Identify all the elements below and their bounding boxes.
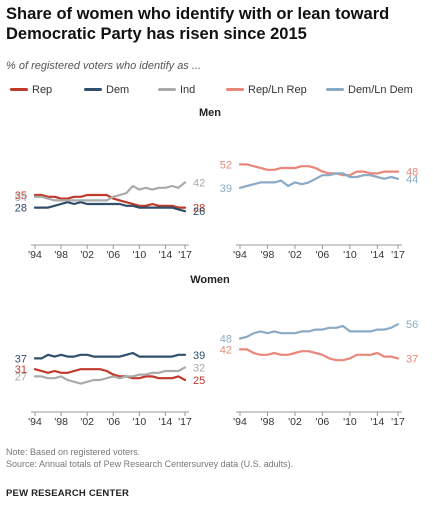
- legend-swatch-dem-lean: [326, 87, 344, 91]
- series-line-rep: [33, 368, 187, 382]
- chart-title: Share of women who identify with or lean…: [6, 5, 390, 43]
- series-line-ind: [33, 366, 187, 385]
- brand-label: PEW RESEARCH CENTER: [6, 488, 130, 499]
- end-label-dem-ln-dem: 44: [406, 174, 418, 186]
- legend-item-ind: Ind: [158, 84, 195, 96]
- chart-panel-women-party: Women '94 '98 '02 '06 '10 '14 '17 37 39 31 25 27 32: [15, 274, 230, 428]
- legend-label-dem-lean: Dem/Ln Dem: [348, 84, 413, 96]
- panel-title-men: Men: [199, 107, 221, 119]
- series-line-rep: [33, 193, 187, 209]
- end-label-rep-ln-rep: 37: [406, 353, 418, 365]
- start-label-dem-ln-dem: 39: [220, 183, 232, 195]
- legend-label-dem: Dem: [106, 84, 130, 96]
- end-label-rep-ln-rep: 48: [406, 167, 418, 179]
- legend-label-ind: Ind: [180, 84, 196, 96]
- x-tick-label: '06: [106, 416, 120, 428]
- x-tick-label: '17: [391, 249, 405, 261]
- x-tick-label: '06: [106, 249, 120, 261]
- chart-panel-women-lean: '94 '98 '02 '06 '10 '14 '17 48 56 42 37: [220, 319, 419, 428]
- chart-panel-men-lean: '94 '98 '02 '06 '10 '14 '17 52 48 39 44: [220, 159, 419, 261]
- legend-item-dem-lean: Dem/Ln Dem: [326, 84, 413, 96]
- footer-source: Source: Annual totals of Pew Research Ce…: [6, 459, 294, 469]
- x-tick-label: '02: [288, 416, 302, 428]
- series-line-rep-ln-rep: [238, 163, 400, 177]
- x-tick-label: '98: [261, 249, 275, 261]
- legend-item-dem: Dem: [84, 84, 129, 96]
- x-tick-label: '10: [133, 249, 147, 261]
- end-label-dem-ln-dem: 56: [406, 319, 418, 331]
- x-tick-label: '94: [28, 416, 42, 428]
- x-tick-label: '02: [80, 249, 94, 261]
- x-tick-label: '06: [316, 416, 330, 428]
- x-tick-label: '17: [391, 416, 405, 428]
- series-line-dem: [33, 201, 187, 213]
- end-label-ind: 42: [193, 177, 205, 189]
- start-label-rep: 31: [15, 364, 27, 376]
- legend-swatch-rep-lean: [226, 87, 244, 91]
- x-tick-label: '98: [54, 249, 68, 261]
- footer-note: Note: Based on registered voters.: [6, 447, 141, 457]
- x-tick-label: '14: [159, 249, 173, 261]
- x-tick-label: '14: [371, 416, 385, 428]
- x-tick-label: '10: [343, 416, 357, 428]
- end-label-rep: 28: [193, 203, 205, 215]
- start-label-ind: 34: [15, 192, 27, 204]
- legend-label-rep-lean: Rep/Ln Rep: [248, 84, 307, 96]
- legend-swatch-rep: [10, 87, 28, 91]
- x-tick-label: '94: [233, 249, 247, 261]
- series-line-dem-ln-dem: [238, 323, 400, 340]
- x-tick-label: '10: [343, 249, 357, 261]
- x-tick-label: '17: [178, 416, 192, 428]
- legend-item-rep: Rep: [10, 84, 52, 96]
- x-tick-label: '14: [371, 249, 385, 261]
- series-line-rep-ln-rep: [238, 348, 400, 362]
- x-tick-label: '94: [28, 249, 42, 261]
- start-label-rep-ln-rep: 42: [220, 344, 232, 356]
- x-tick-label: '02: [80, 416, 94, 428]
- x-tick-label: '94: [233, 416, 247, 428]
- legend-swatch-dem: [84, 87, 102, 91]
- x-tick-label: '98: [261, 416, 275, 428]
- x-tick-label: '02: [288, 249, 302, 261]
- series-line-ind: [33, 181, 187, 202]
- panel-title-women: Women: [190, 274, 230, 286]
- series-line-dem-ln-dem: [238, 172, 400, 189]
- x-tick-label: '06: [316, 249, 330, 261]
- x-tick-label: '98: [54, 416, 68, 428]
- chart-subtitle: % of registered voters who identify as .…: [6, 60, 202, 72]
- end-label-ind: 32: [193, 362, 205, 374]
- start-label-dem: 37: [15, 353, 27, 365]
- series-line-dem: [33, 351, 187, 360]
- start-label-dem-ln-dem: 48: [220, 334, 232, 346]
- start-label-ind: 27: [15, 371, 27, 383]
- legend-item-rep-lean: Rep/Ln Rep: [226, 84, 307, 96]
- legend-swatch-ind: [158, 87, 176, 91]
- x-tick-label: '10: [133, 416, 147, 428]
- legend-label-rep: Rep: [32, 84, 53, 96]
- start-label-rep-ln-rep: 52: [220, 159, 232, 171]
- x-tick-label: '17: [178, 249, 192, 261]
- end-label-rep: 25: [193, 375, 205, 387]
- x-tick-label: '14: [159, 416, 173, 428]
- start-label-rep: 35: [15, 190, 27, 202]
- end-label-dem: 39: [193, 350, 205, 362]
- end-label-dem: 26: [193, 206, 205, 218]
- start-label-dem: 28: [15, 203, 27, 215]
- footer: Note: Based on registered voters. Source…: [6, 446, 293, 470]
